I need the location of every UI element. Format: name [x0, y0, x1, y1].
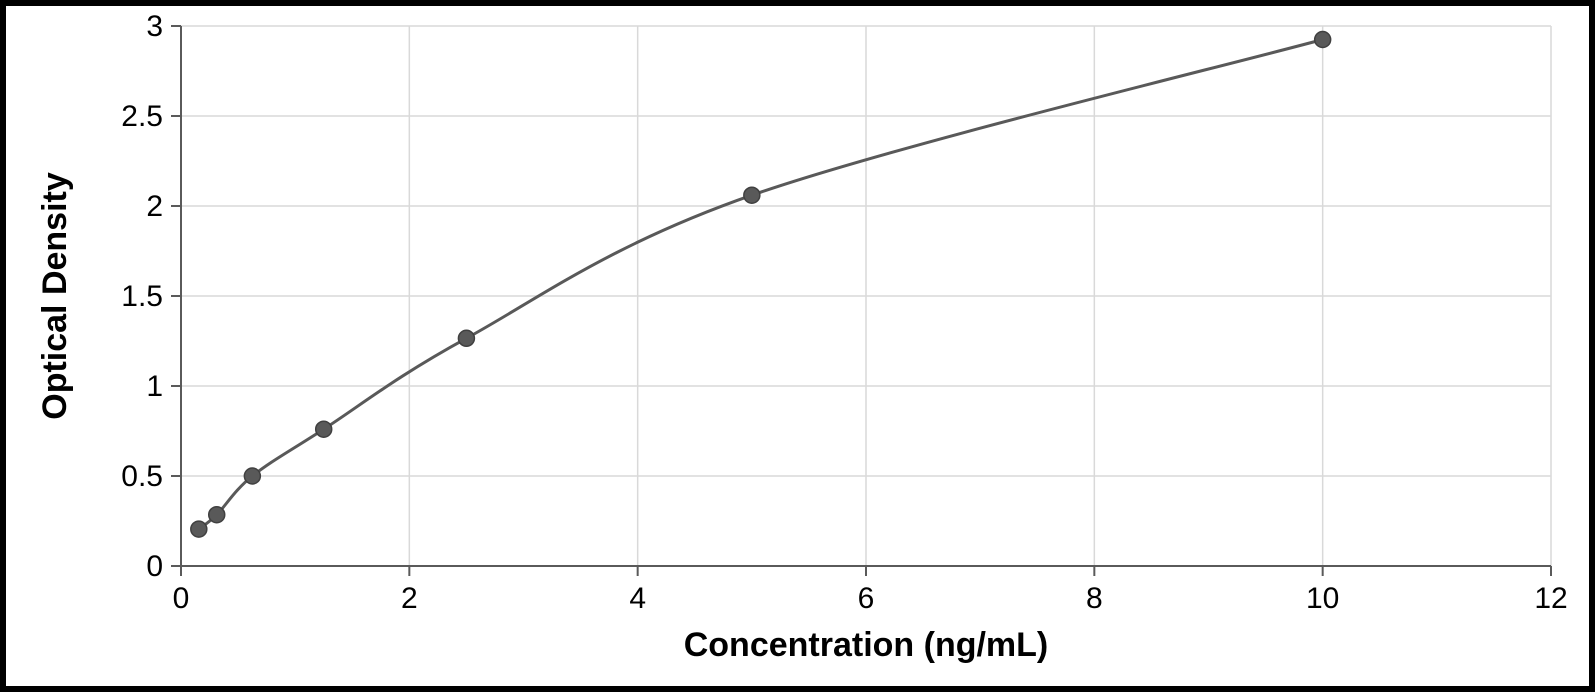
- x-tick-label: 0: [173, 582, 190, 615]
- x-axis-title: Concentration (ng/mL): [684, 626, 1049, 664]
- data-point: [316, 421, 332, 437]
- y-tick-label: 1: [146, 370, 163, 403]
- y-tick-label: 1.5: [121, 280, 163, 313]
- x-tick-label: 2: [401, 582, 418, 615]
- data-point: [458, 330, 474, 346]
- data-point: [191, 521, 207, 537]
- data-point: [1315, 32, 1331, 48]
- data-point: [209, 507, 225, 523]
- y-tick-label: 0.5: [121, 460, 163, 493]
- x-tick-label: 8: [1086, 582, 1103, 615]
- x-tick-label: 4: [629, 582, 646, 615]
- data-point: [744, 187, 760, 203]
- y-tick-label: 2.5: [121, 100, 163, 133]
- y-tick-label: 0: [146, 550, 163, 583]
- x-tick-label: 6: [858, 582, 875, 615]
- y-tick-label: 2: [146, 190, 163, 223]
- data-point: [244, 468, 260, 484]
- chart-svg: 0 2 4 6 8 10 12 0 0.5 1 1.5 2 2.5 3 Concentration (ng/…: [6, 6, 1589, 686]
- y-tick-label: 3: [146, 10, 163, 43]
- x-tick-label: 10: [1306, 582, 1339, 615]
- x-tick-label: 12: [1534, 582, 1567, 615]
- chart-frame: 0 2 4 6 8 10 12 0 0.5 1 1.5 2 2.5 3 Concentration (ng/…: [0, 0, 1595, 692]
- y-axis-title: Optical Density: [36, 172, 74, 420]
